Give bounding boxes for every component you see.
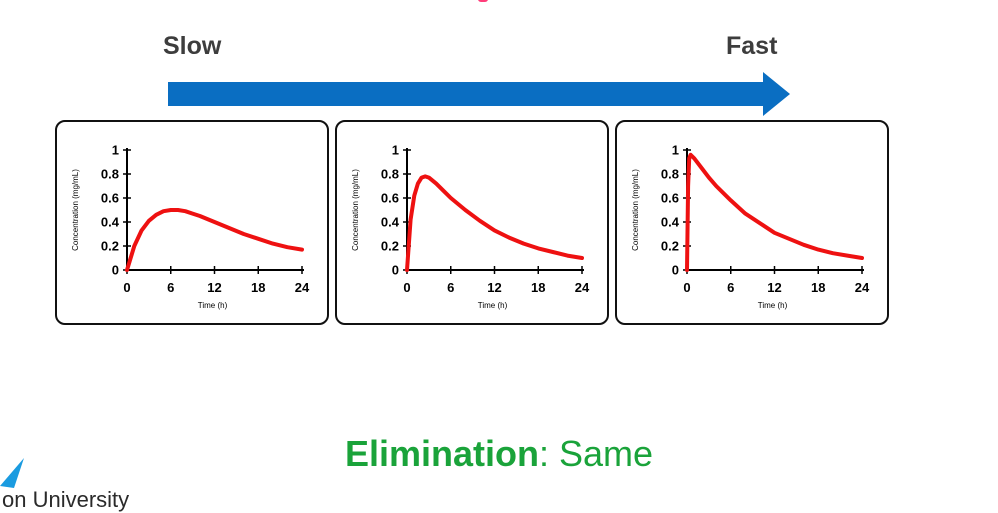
concentration-chart-fast: 0 6 12 18 24 0 0.2 0.4 0.6 0.8 1 Time (h) Concentrat… [631, 143, 870, 311]
y-axis-label: Concentration (mg/mL) [351, 169, 360, 251]
x-tick-label: 0 [683, 280, 690, 295]
y-tick-label: 0.4 [381, 215, 400, 230]
y-tick-label: 0.8 [381, 167, 399, 182]
y-tick-label: 0.2 [101, 239, 119, 254]
concentration-line [685, 152, 864, 272]
x-tick-label: 18 [251, 280, 265, 295]
chart-panel-fast: 0 6 12 18 24 0 0.2 0.4 0.6 0.8 1 Time (h) Concentrat… [615, 120, 889, 325]
x-tick-label: 6 [447, 280, 454, 295]
y-tick-label: 0.8 [101, 167, 119, 182]
elimination-caption-bold: Elimination [344, 433, 539, 474]
elimination-caption: Elimination: Same [0, 433, 998, 475]
university-name: on University [2, 487, 130, 512]
x-tick-label: 6 [727, 280, 734, 295]
y-tick-label: 0.6 [101, 191, 119, 206]
y-tick-label: 0.2 [381, 239, 399, 254]
concentration-line [405, 174, 584, 272]
y-axis-label: Concentration (mg/mL) [631, 169, 640, 251]
university-logo-icon [0, 458, 24, 488]
x-tick-label: 24 [295, 280, 310, 295]
y-tick-label: 0 [672, 263, 679, 278]
x-tick-label: 24 [575, 280, 590, 295]
concentration-chart-medium: 0 6 12 18 24 0 0.2 0.4 0.6 0.8 1 Time (h) Concentrat… [351, 143, 590, 311]
y-axis-label: Concentration (mg/mL) [71, 169, 80, 251]
x-tick-label: 12 [767, 280, 781, 295]
speed-arrow [168, 72, 790, 116]
y-tick-label: 0.4 [661, 215, 680, 230]
y-tick-label: 0 [112, 263, 119, 278]
y-tick-label: 0.8 [661, 167, 679, 182]
y-tick-label: 0.6 [381, 191, 399, 206]
x-axis-label: Time (h) [478, 301, 508, 310]
concentration-chart-slow: 0 6 12 18 24 0 0.2 0.4 0.6 0.8 1 Time (h) Concentrat… [71, 143, 310, 311]
y-tick-label: 1 [112, 143, 119, 158]
elimination-caption-rest: : Same [538, 433, 654, 474]
chart-panel-medium: 0 6 12 18 24 0 0.2 0.4 0.6 0.8 1 Time (h) Concentrat… [335, 120, 609, 325]
y-tick-label: 1 [392, 143, 399, 158]
slow-label: Slow [163, 32, 222, 60]
y-tick-label: 0 [392, 263, 399, 278]
x-axis-label: Time (h) [758, 301, 788, 310]
x-tick-label: 18 [531, 280, 545, 295]
y-tick-label: 0.6 [661, 191, 679, 206]
top-cut-mark [478, 0, 488, 2]
x-axis-label: Time (h) [198, 301, 228, 310]
speed-arrow-shape [168, 72, 790, 116]
x-tick-label: 6 [167, 280, 174, 295]
fast-label: Fast [726, 32, 778, 60]
chart-panel-slow: 0 6 12 18 24 0 0.2 0.4 0.6 0.8 1 Time (h) Concentrat… [55, 120, 329, 325]
y-tick-label: 1 [672, 143, 679, 158]
concentration-line [125, 208, 304, 272]
x-tick-label: 24 [855, 280, 870, 295]
x-tick-label: 0 [403, 280, 410, 295]
y-tick-label: 0.2 [661, 239, 679, 254]
x-tick-label: 12 [207, 280, 221, 295]
y-tick-label: 0.4 [101, 215, 120, 230]
x-tick-label: 18 [811, 280, 825, 295]
x-tick-label: 12 [487, 280, 501, 295]
x-tick-label: 0 [123, 280, 130, 295]
